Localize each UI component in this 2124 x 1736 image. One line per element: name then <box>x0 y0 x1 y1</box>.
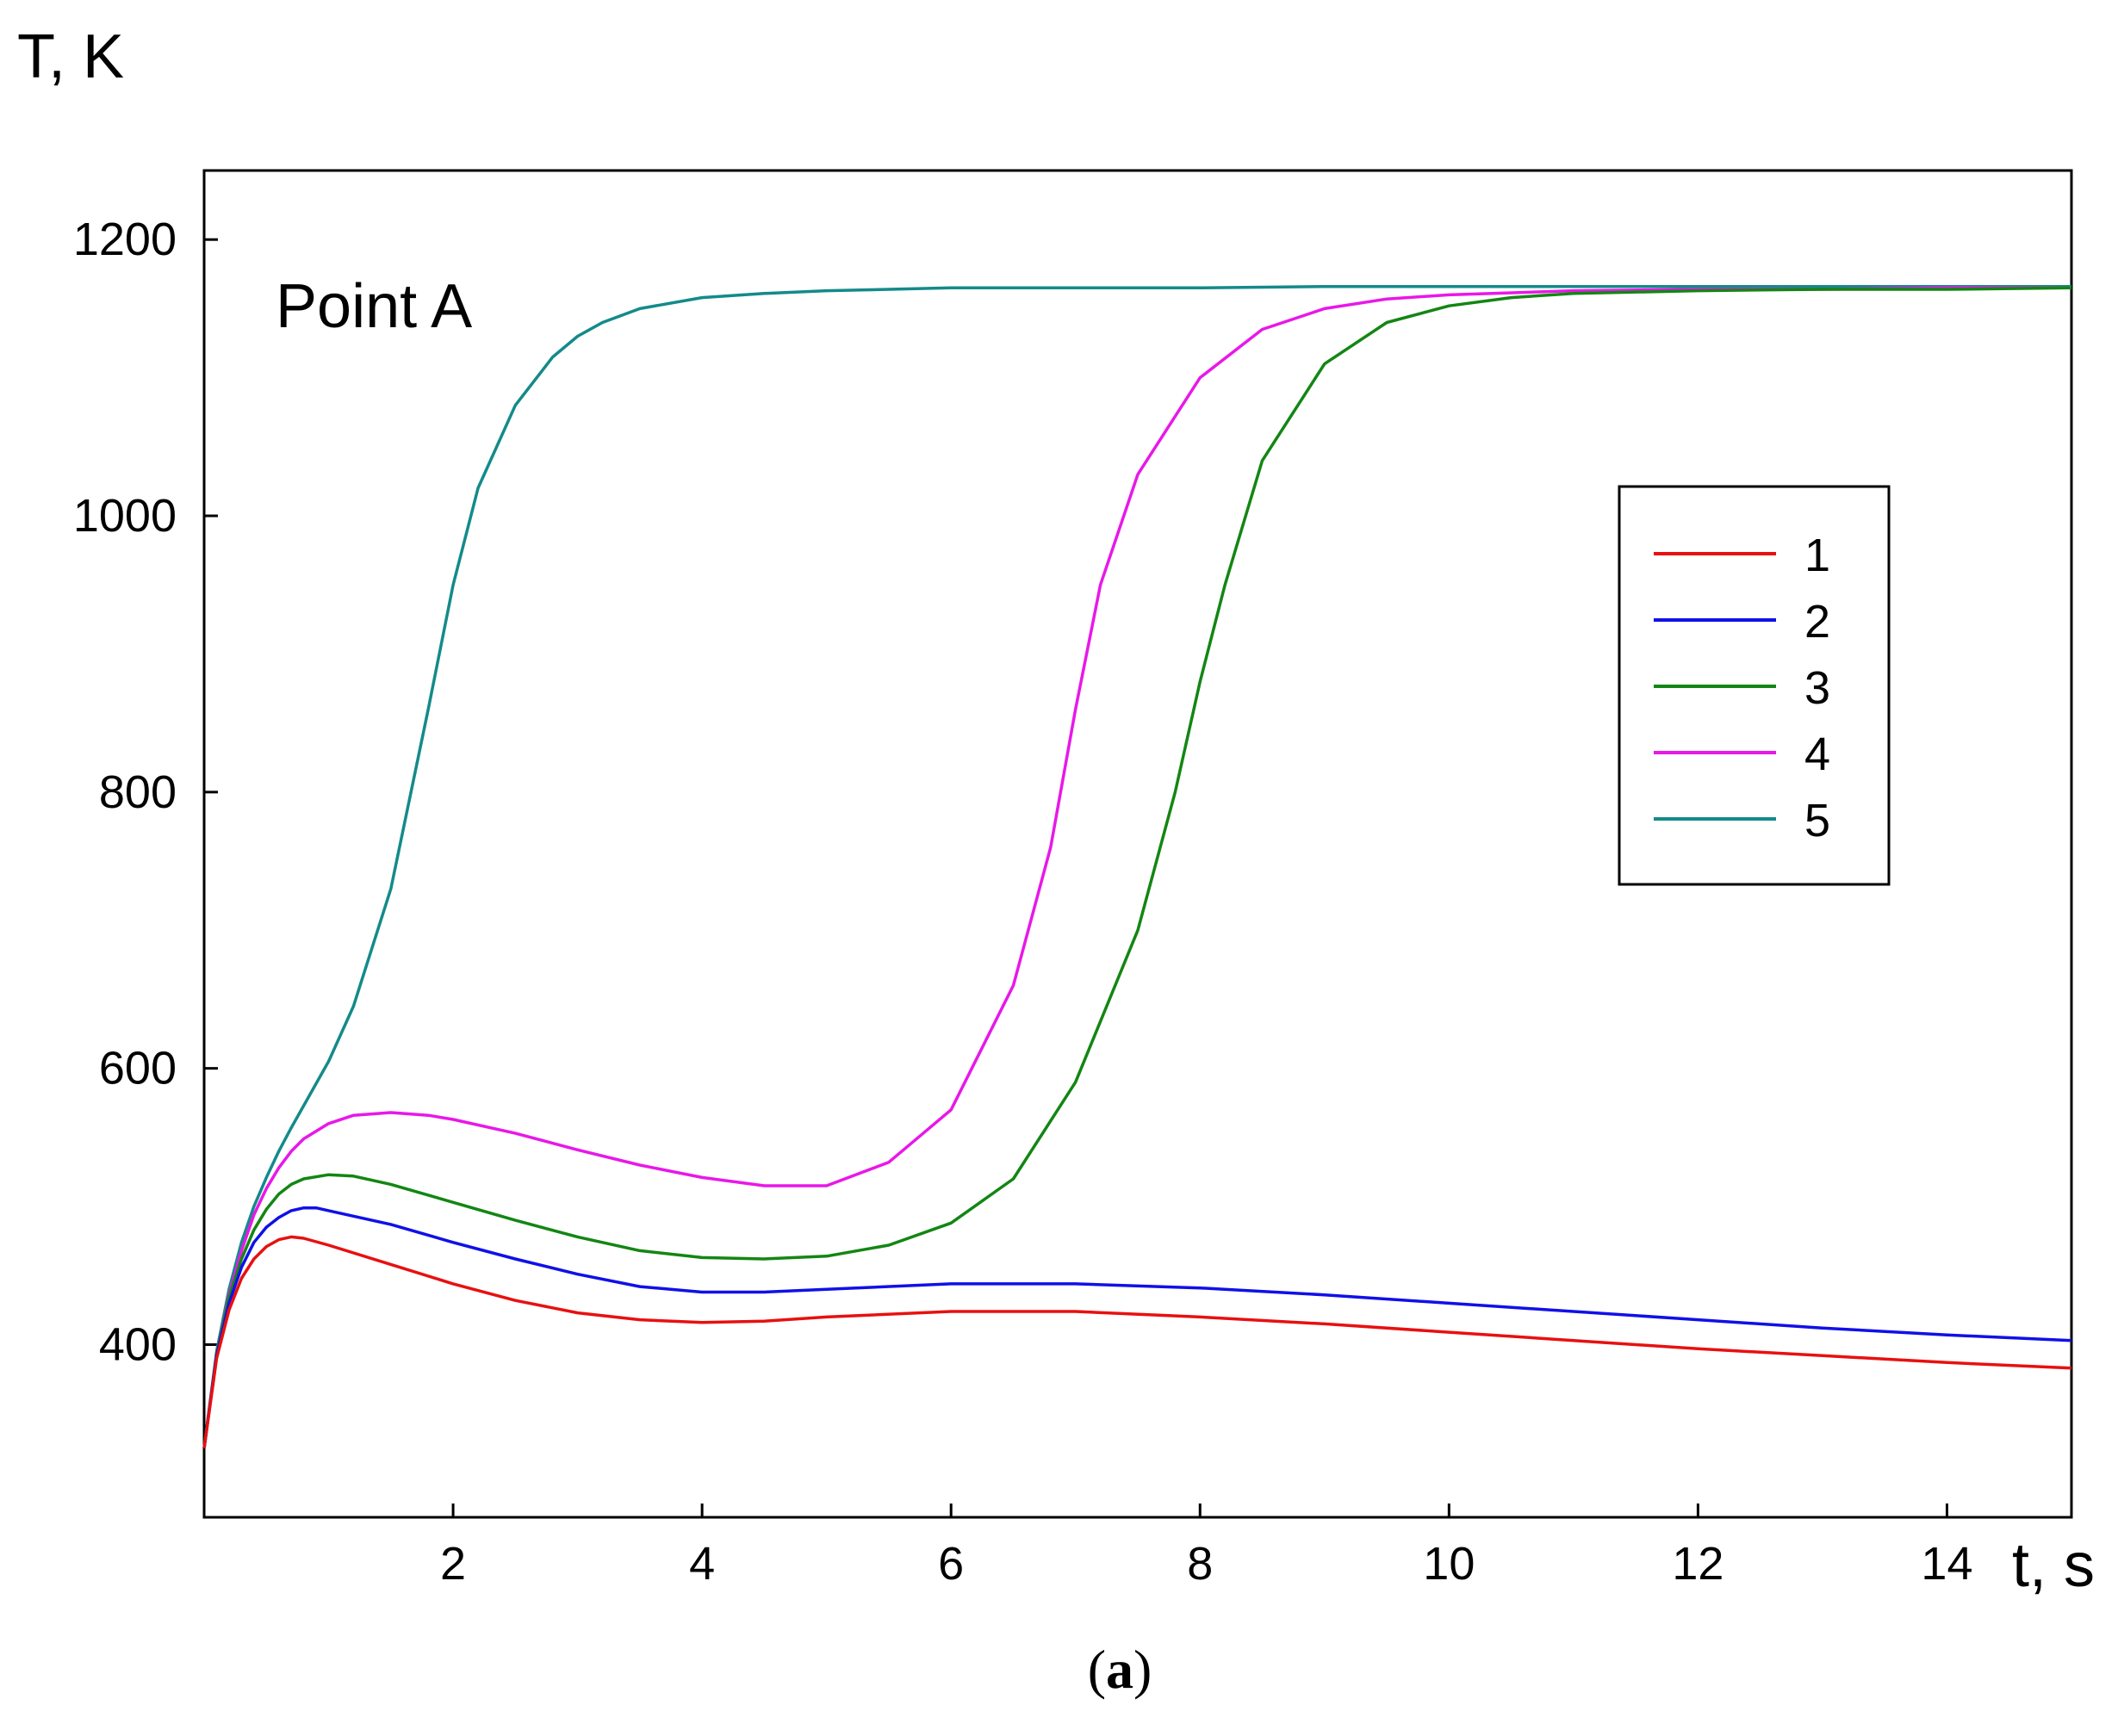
x-axis: 2 4 6 8 10 12 14 <box>440 1504 1973 1590</box>
legend-label-1: 1 <box>1804 530 1830 581</box>
y-tick-label: 800 <box>99 766 177 818</box>
x-tick-label: 12 <box>1672 1538 1723 1590</box>
y-tick-label: 400 <box>99 1318 177 1370</box>
legend-label-2: 2 <box>1804 596 1830 648</box>
legend-label-5: 5 <box>1804 795 1830 846</box>
x-axis-title: t, s <box>2012 1531 2095 1600</box>
plot-frame <box>202 169 2073 1519</box>
series-line-1 <box>202 1235 2072 1449</box>
legend-label-3: 3 <box>1804 662 1830 714</box>
y-tick-label: 1000 <box>73 490 177 542</box>
x-tick-label: 14 <box>1921 1538 1972 1590</box>
y-tick-label: 600 <box>99 1043 177 1094</box>
series-line-4 <box>202 286 2071 1449</box>
series-line-3 <box>202 286 2072 1449</box>
x-tick-label: 8 <box>1187 1538 1213 1590</box>
figure-caption: (a) <box>1088 1639 1152 1700</box>
caption-close: ) <box>1133 1639 1152 1700</box>
legend-label-4: 4 <box>1804 728 1830 780</box>
x-tick-label: 10 <box>1423 1538 1475 1590</box>
y-axis-title: T, K <box>17 22 124 91</box>
legend: 1 2 3 4 5 <box>1618 485 1891 886</box>
x-tick-label: 4 <box>689 1538 715 1590</box>
caption-letter: a <box>1106 1639 1133 1700</box>
caption-open: ( <box>1088 1639 1106 1700</box>
series-line-5 <box>202 284 2071 1449</box>
x-tick-label: 2 <box>440 1538 466 1590</box>
series-line-2 <box>202 1206 2072 1449</box>
point-annotation: Point A <box>276 272 472 341</box>
series-lines <box>202 284 2072 1449</box>
x-tick-label: 6 <box>938 1538 964 1590</box>
y-axis: 400 600 800 1000 1200 <box>73 214 218 1370</box>
y-tick-label: 1200 <box>73 214 177 265</box>
